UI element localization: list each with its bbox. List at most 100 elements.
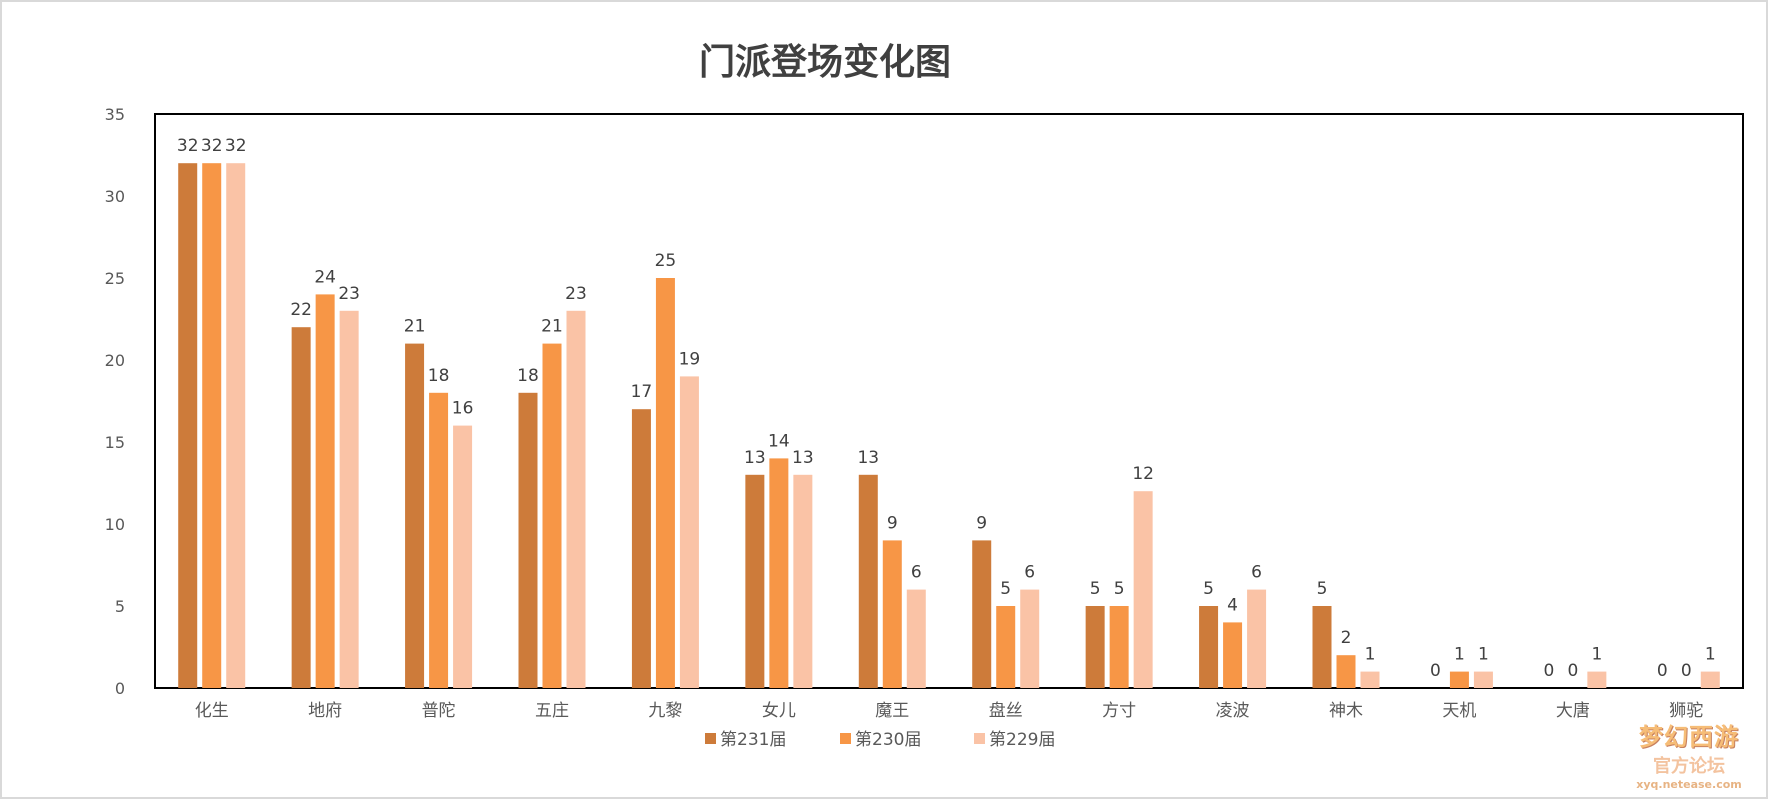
data-label: 13 [857, 448, 879, 468]
data-label: 5 [1203, 579, 1214, 599]
data-label: 5 [1114, 579, 1125, 599]
bar [429, 393, 448, 688]
data-label: 5 [1000, 579, 1011, 599]
y-tick-label: 10 [105, 515, 125, 534]
bar [543, 344, 562, 688]
bar [1313, 606, 1332, 688]
bar [519, 393, 538, 688]
legend-swatch [705, 733, 716, 744]
x-tick-label: 普陀 [422, 701, 456, 721]
x-tick-label: 盘丝 [989, 701, 1023, 721]
data-label: 2 [1341, 628, 1352, 648]
bar [1086, 606, 1105, 688]
bar [1337, 655, 1356, 688]
bar [793, 475, 812, 688]
data-label: 18 [428, 366, 450, 386]
data-label: 23 [565, 284, 587, 304]
data-label: 16 [452, 399, 474, 419]
y-tick-label: 5 [115, 597, 125, 616]
data-label: 4 [1227, 595, 1238, 615]
data-label: 12 [1132, 464, 1154, 484]
plot-area [155, 114, 1743, 688]
data-label: 9 [976, 513, 987, 533]
data-label: 13 [792, 448, 814, 468]
data-label: 0 [1681, 661, 1692, 681]
bar [656, 278, 675, 688]
data-label: 6 [911, 563, 922, 583]
bar [178, 163, 197, 688]
bar [745, 475, 764, 688]
bar [680, 376, 699, 688]
bar [1247, 590, 1266, 688]
watermark-sub: 官方论坛 [1624, 752, 1754, 778]
bar [1020, 590, 1039, 688]
bar [340, 311, 359, 688]
bar [226, 163, 245, 688]
bar [972, 540, 991, 688]
x-tick-label: 五庄 [535, 701, 569, 721]
data-label: 17 [631, 382, 653, 402]
data-label: 9 [887, 513, 898, 533]
x-tick-label: 天机 [1442, 701, 1476, 721]
x-tick-label: 方寸 [1102, 701, 1136, 721]
x-tick-label: 凌波 [1216, 701, 1250, 721]
bar [1223, 622, 1242, 688]
data-label: 1 [1705, 645, 1716, 665]
legend-swatch [974, 733, 985, 744]
data-label: 13 [744, 448, 766, 468]
data-label: 32 [177, 136, 199, 156]
x-tick-label: 地府 [308, 701, 342, 721]
bar [292, 327, 311, 688]
y-tick-label: 0 [115, 679, 125, 698]
data-label: 1 [1591, 645, 1602, 665]
bar [1450, 672, 1469, 688]
y-tick-label: 25 [105, 269, 125, 288]
data-label: 19 [679, 349, 701, 369]
bar [769, 458, 788, 688]
data-label: 22 [290, 300, 312, 320]
data-label: 25 [655, 251, 677, 271]
bar [996, 606, 1015, 688]
x-tick-label: 化生 [195, 701, 229, 721]
x-tick-label: 女儿 [762, 701, 796, 721]
data-label: 32 [201, 136, 223, 156]
data-label: 18 [517, 366, 539, 386]
data-label: 5 [1317, 579, 1328, 599]
y-tick-label: 15 [105, 433, 125, 452]
data-label: 1 [1478, 645, 1489, 665]
data-label: 14 [768, 431, 790, 451]
bar [883, 540, 902, 688]
bar [1474, 672, 1493, 688]
legend-swatch [840, 733, 851, 744]
bar [1199, 606, 1218, 688]
watermark-logo: 梦幻西游 官方论坛 xyq.netease.com [1624, 717, 1754, 791]
data-label: 6 [1024, 563, 1035, 583]
y-tick-label: 20 [105, 351, 125, 370]
legend-label: 第230届 [855, 730, 921, 750]
x-tick-label: 大唐 [1556, 700, 1590, 721]
legend-label: 第231届 [720, 730, 786, 750]
data-label: 0 [1430, 661, 1441, 681]
bar [316, 294, 335, 688]
bar [1110, 606, 1129, 688]
bar [907, 590, 926, 688]
data-label: 21 [404, 317, 426, 337]
x-tick-label: 魔王 [875, 701, 909, 721]
watermark-url: xyq.netease.com [1624, 778, 1754, 791]
data-label: 23 [338, 284, 360, 304]
legend-label: 第229届 [989, 730, 1055, 750]
bar [1134, 491, 1153, 688]
bar [453, 426, 472, 688]
y-tick-label: 35 [105, 105, 125, 124]
bar [1587, 672, 1606, 688]
data-label: 24 [314, 267, 336, 287]
bar [202, 163, 221, 688]
data-label: 0 [1657, 661, 1668, 681]
chart-title: 门派登场变化图 [699, 41, 951, 83]
data-label: 6 [1251, 563, 1262, 583]
data-label: 0 [1567, 661, 1578, 681]
data-label: 0 [1543, 661, 1554, 681]
data-label: 21 [541, 317, 563, 337]
